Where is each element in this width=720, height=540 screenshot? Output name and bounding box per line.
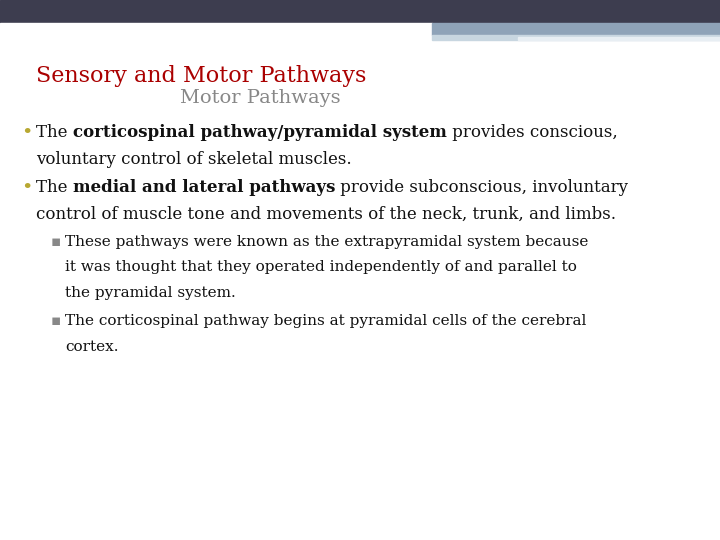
Bar xyxy=(432,35,720,40)
Text: voluntary control of skeletal muscles.: voluntary control of skeletal muscles. xyxy=(36,151,351,168)
Text: •: • xyxy=(22,124,33,142)
Text: it was thought that they operated independently of and parallel to: it was thought that they operated indepe… xyxy=(65,260,577,274)
Text: provide subconscious, involuntary: provide subconscious, involuntary xyxy=(335,179,628,196)
Text: cortex.: cortex. xyxy=(65,340,118,354)
Text: provides conscious,: provides conscious, xyxy=(446,124,617,141)
Text: •: • xyxy=(22,179,33,197)
Text: the pyramidal system.: the pyramidal system. xyxy=(65,286,235,300)
Text: Motor Pathways: Motor Pathways xyxy=(180,89,341,107)
Text: ▪: ▪ xyxy=(50,235,60,249)
Text: The: The xyxy=(36,179,73,196)
Bar xyxy=(518,37,720,40)
Text: The: The xyxy=(36,124,73,141)
Text: ▪: ▪ xyxy=(50,314,60,328)
Text: These pathways were known as the extrapyramidal system because: These pathways were known as the extrapy… xyxy=(65,235,588,249)
Text: medial and lateral pathways: medial and lateral pathways xyxy=(73,179,335,196)
Text: The corticospinal pathway begins at pyramidal cells of the cerebral: The corticospinal pathway begins at pyra… xyxy=(65,314,586,328)
Bar xyxy=(0,23,432,35)
Text: corticospinal pathway/pyramidal system: corticospinal pathway/pyramidal system xyxy=(73,124,446,141)
Bar xyxy=(0,0,720,23)
Bar xyxy=(432,23,720,35)
Text: Sensory and Motor Pathways: Sensory and Motor Pathways xyxy=(36,65,366,87)
Text: control of muscle tone and movements of the neck, trunk, and limbs.: control of muscle tone and movements of … xyxy=(36,206,616,223)
